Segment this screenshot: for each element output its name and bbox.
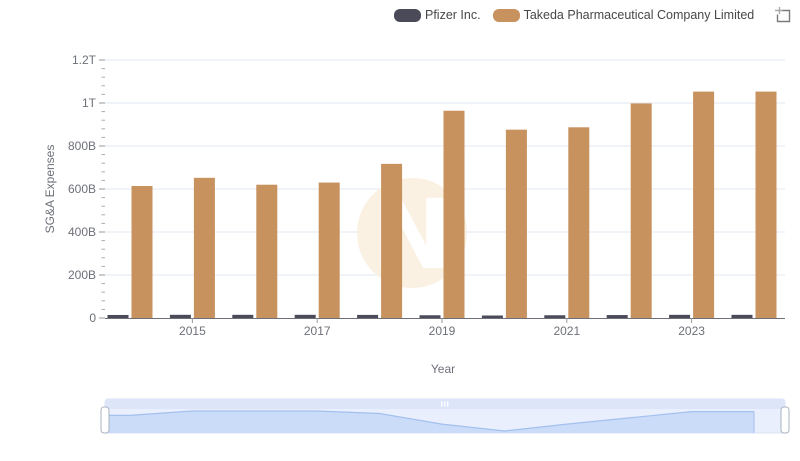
bar-pfizer-2014[interactable] [107, 314, 129, 318]
bar-pfizer-2020[interactable] [481, 315, 503, 318]
bar-pfizer-2021[interactable] [544, 315, 566, 318]
bar-takeda-2015[interactable] [193, 177, 215, 318]
takeda-swatch [492, 8, 520, 22]
bar-takeda-2020[interactable] [505, 129, 527, 318]
bar-pfizer-2022[interactable] [606, 315, 628, 318]
bar-takeda-2014[interactable] [131, 185, 153, 318]
x-tick-label: 2015 [179, 324, 206, 338]
axis-labels: 1.2T 1T 800B 600B 400B 200B 0 2015 2017 2019 2021 2… [68, 53, 705, 338]
bar-takeda-2023[interactable] [693, 91, 715, 318]
legend-item-takeda[interactable]: Takeda Pharmaceutical Company Limited [492, 8, 755, 22]
y-tick-label: 600B [68, 182, 96, 196]
x-tick-label: 2017 [304, 324, 331, 338]
y-tick-label: 1T [82, 96, 97, 110]
bar-takeda-2017[interactable] [318, 182, 340, 318]
x-tick-label: 2021 [553, 324, 580, 338]
bar-takeda-2018[interactable] [381, 163, 403, 318]
bar-takeda-2019[interactable] [443, 110, 465, 319]
legend: Pfizer Inc. Takeda Pharmaceutical Compan… [394, 6, 800, 24]
bar-series [107, 91, 777, 319]
bar-pfizer-2019[interactable] [419, 315, 441, 318]
slider-left-handle[interactable] [100, 406, 110, 434]
bar-pfizer-2017[interactable] [294, 314, 316, 318]
x-axis-title: Year [431, 362, 455, 376]
slider-grip-icon[interactable] [444, 401, 446, 407]
chart-toolbox [774, 6, 800, 24]
bar-pfizer-2018[interactable] [357, 314, 379, 318]
bar-takeda-2022[interactable] [630, 103, 652, 319]
y-tick-label: 800B [68, 139, 96, 153]
y-tick-label: 0 [89, 311, 96, 325]
bar-takeda-2016[interactable] [256, 184, 278, 318]
x-tick-label: 2023 [678, 324, 705, 338]
legend-item-pfizer[interactable]: Pfizer Inc. [394, 8, 481, 22]
y-tick-label: 400B [68, 225, 96, 239]
legend-label-pfizer: Pfizer Inc. [425, 8, 481, 22]
y-tick-label: 1.2T [72, 53, 97, 67]
bar-takeda-2024[interactable] [755, 91, 777, 318]
range-slider[interactable] [0, 392, 800, 461]
pfizer-swatch [394, 8, 421, 22]
bar-pfizer-2016[interactable] [232, 314, 254, 318]
zoom-select-icon[interactable] [774, 6, 792, 24]
slider-grip-icon[interactable] [441, 401, 443, 407]
bar-pfizer-2015[interactable] [169, 314, 191, 318]
y-tick-label: 200B [68, 268, 96, 282]
slider-right-handle[interactable] [780, 406, 790, 434]
axes [99, 59, 785, 323]
bar-pfizer-2023[interactable] [669, 314, 691, 318]
y-axis-title: SG&A Expenses [43, 145, 57, 234]
legend-label-takeda: Takeda Pharmaceutical Company Limited [523, 8, 755, 22]
bar-takeda-2021[interactable] [568, 127, 590, 318]
bar-pfizer-2024[interactable] [731, 314, 753, 318]
x-tick-label: 2019 [429, 324, 456, 338]
slider-grip-icon[interactable] [447, 401, 449, 407]
slider-area-line [105, 410, 754, 432]
